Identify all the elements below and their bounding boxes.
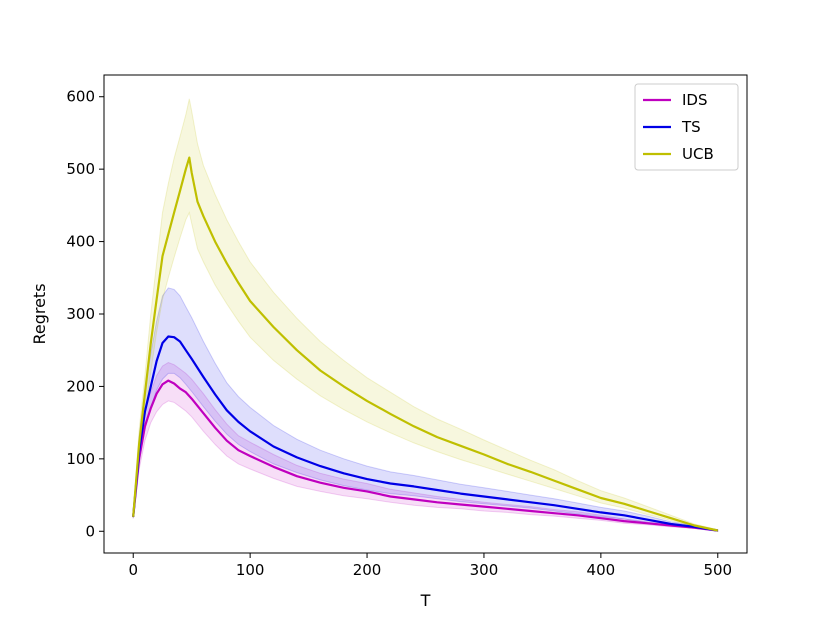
series-lines [132, 156, 719, 532]
legend: IDS TS UCB [634, 83, 739, 171]
ucb-line [132, 156, 719, 532]
ts-line [132, 335, 718, 532]
x-axis-label: T [420, 591, 431, 610]
x-tick-label: 200 [353, 561, 382, 579]
legend-label-ucb: UCB [682, 145, 714, 163]
confidence-bands [132, 98, 719, 532]
y-tick-label: 0 [85, 522, 95, 540]
x-tick-label: 300 [470, 561, 499, 579]
x-tick-label: 0 [128, 561, 138, 579]
y-tick-label: 200 [66, 377, 95, 395]
legend-box [634, 83, 739, 171]
y-tick-label: 600 [66, 88, 95, 106]
legend-label-ts: TS [681, 118, 701, 136]
legend-label-ids: IDS [682, 91, 708, 109]
ts-confidence-band [132, 287, 719, 532]
ids-line [132, 379, 718, 532]
x-axis-ticks: 0 100 200 300 400 500 [128, 553, 732, 579]
y-axis-label: Regrets [30, 283, 49, 344]
y-tick-label: 400 [66, 233, 95, 251]
ucb-confidence-band [132, 98, 719, 532]
x-tick-label: 400 [587, 561, 616, 579]
y-tick-label: 500 [66, 160, 95, 178]
y-tick-label: 100 [66, 450, 95, 468]
x-tick-label: 500 [703, 561, 732, 579]
x-tick-label: 100 [236, 561, 265, 579]
ids-confidence-band [132, 361, 719, 532]
y-tick-label: 300 [66, 305, 95, 323]
y-axis-ticks: 0 100 200 300 400 500 600 [66, 88, 104, 540]
